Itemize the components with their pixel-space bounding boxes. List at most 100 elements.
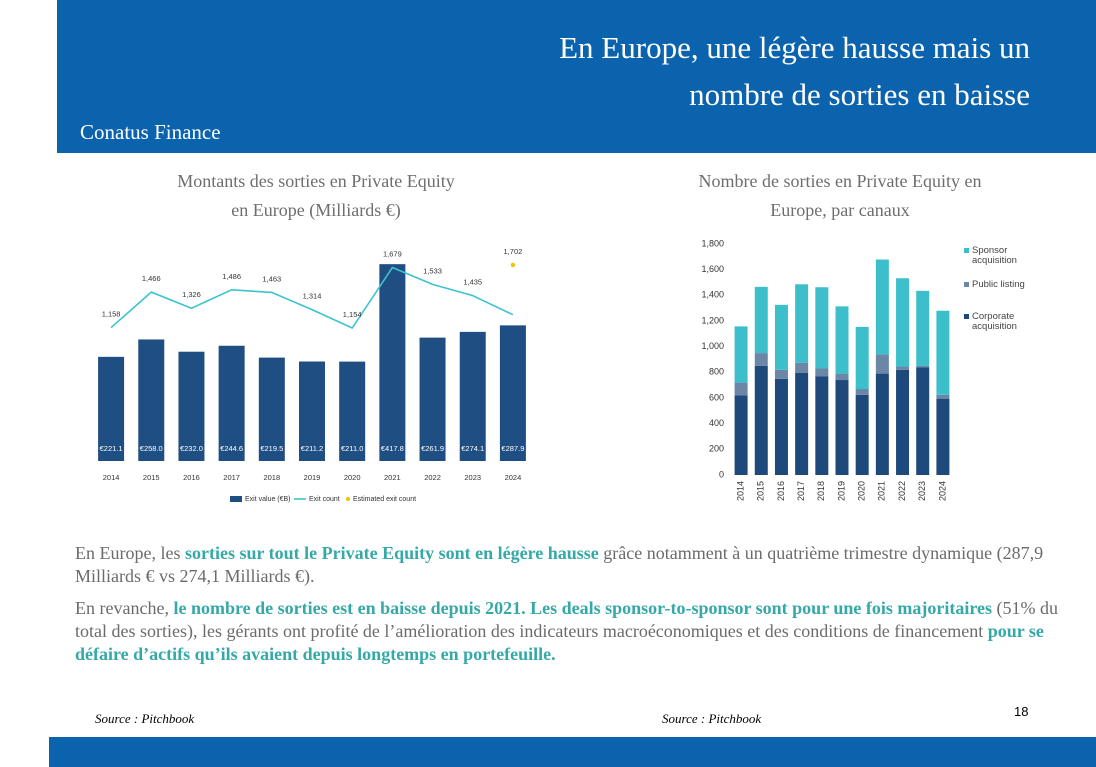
bar-segment <box>734 326 748 383</box>
bar-segment <box>835 373 849 381</box>
x-tick-label: 2021 <box>877 481 887 501</box>
y-tick-label: 1,800 <box>701 238 724 248</box>
bar <box>98 356 125 461</box>
text: En Europe, les <box>75 543 185 563</box>
line <box>110 266 514 330</box>
point-value-label: 1,702 <box>504 247 523 256</box>
y-tick-label: 1,600 <box>701 264 724 274</box>
slide-title: nombre de sorties en baisse <box>689 77 1030 112</box>
x-tick-label: 2017 <box>223 473 240 482</box>
bar-segment <box>875 373 889 475</box>
bar-segment <box>916 367 930 475</box>
bar-segment <box>855 326 869 390</box>
bar-segment <box>936 394 950 399</box>
bar-segment <box>875 354 889 374</box>
x-tick-label: 2017 <box>796 481 806 501</box>
text: En revanche, <box>75 598 174 618</box>
x-tick-label: 2014 <box>103 473 120 482</box>
bar-segment <box>916 290 930 366</box>
x-tick-label: 2023 <box>464 473 481 482</box>
bar-segment <box>835 306 849 374</box>
header-band <box>57 0 1096 153</box>
x-tick-label: 2019 <box>304 473 321 482</box>
y-tick-label: 600 <box>709 392 724 402</box>
y-tick-label: 200 <box>709 444 724 454</box>
highlight: le nombre de sorties est en baisse depui… <box>173 598 992 618</box>
x-tick-label: 2015 <box>756 481 766 501</box>
bar <box>499 325 526 461</box>
bar-segment <box>875 259 889 355</box>
legend-swatch <box>964 282 969 287</box>
x-tick-label: 2020 <box>344 473 361 482</box>
x-tick-label: 2014 <box>735 481 745 501</box>
bar-segment <box>916 365 930 368</box>
bar <box>218 345 245 461</box>
x-tick-label: 2024 <box>937 481 947 501</box>
source: Source : Pitchbook <box>95 711 195 726</box>
paragraph: En revanche, le nombre de sorties est en… <box>75 597 1065 666</box>
bar-segment <box>896 369 910 475</box>
bar-segment <box>774 304 788 370</box>
slide-title: En Europe, une légère hausse mais un <box>559 30 1030 65</box>
paragraph: En Europe, les sorties sur tout le Priva… <box>75 542 1065 588</box>
legend-label: Corporate acquisition <box>972 311 1017 332</box>
company-name: Conatus Finance <box>80 120 221 144</box>
bar-segment <box>815 287 829 369</box>
footer-band <box>49 737 1096 767</box>
point-value-label: 1,533 <box>423 266 442 275</box>
bar-segment <box>835 380 849 475</box>
bar-segment <box>734 382 748 396</box>
y-tick-label: 1,000 <box>701 341 724 351</box>
bar-segment <box>896 278 910 367</box>
bar-value-label: €211.2 <box>301 444 323 453</box>
point-value-label: 1,486 <box>222 272 241 281</box>
bar-value-label: €211.0 <box>341 444 363 453</box>
legend-label: Exit count <box>309 496 340 503</box>
bar <box>258 357 285 461</box>
point-value-label: 1,466 <box>142 274 161 283</box>
legend-swatch <box>346 497 350 501</box>
text: (51% du total des sorties), les gérants … <box>75 598 1058 641</box>
x-tick-label: 2016 <box>183 473 200 482</box>
bar <box>299 361 325 461</box>
point-value-label: 1,463 <box>262 274 281 283</box>
bar-value-label: €258.0 <box>140 444 163 453</box>
point-value-label: 1,314 <box>303 292 322 301</box>
legend-swatch <box>230 496 242 502</box>
point-value-label: 1,435 <box>463 278 482 287</box>
bar-value-label: €287.9 <box>501 444 524 453</box>
bar-value-label: €232.0 <box>180 444 203 453</box>
point-value-label: 1,326 <box>182 290 201 299</box>
point-value-label: 1,158 <box>102 310 121 319</box>
bar <box>178 351 205 461</box>
y-tick-label: 1,200 <box>701 315 724 325</box>
legend-swatch <box>964 314 969 319</box>
x-tick-label: 2022 <box>897 481 907 501</box>
bar-value-label: €244.6 <box>220 444 243 453</box>
bar-value-label: €219.5 <box>260 444 283 453</box>
x-tick-label: 2019 <box>836 481 846 501</box>
bar-segment <box>774 369 788 379</box>
bar-segment <box>774 378 788 475</box>
bar-segment <box>855 389 869 395</box>
point-value-label: 1,154 <box>343 310 362 319</box>
bar-value-label: €221.1 <box>100 444 123 453</box>
bar-segment <box>896 366 910 370</box>
point <box>510 262 516 268</box>
source: Source : Pitchbook <box>662 711 762 726</box>
x-tick-label: 2018 <box>816 481 826 501</box>
x-tick-label: 2021 <box>384 473 401 482</box>
chart-title: Nombre de sorties en Private Equity en <box>698 171 982 191</box>
bar-segment <box>936 310 950 395</box>
legend-label: Sponsor acquisition <box>972 245 1017 266</box>
page-number: 18 <box>1014 704 1029 719</box>
bar-segment <box>754 365 768 475</box>
bar <box>419 337 446 461</box>
y-tick-label: 0 <box>719 469 724 479</box>
legend-label: Estimated exit count <box>353 496 416 503</box>
y-tick-label: 1,400 <box>701 290 724 300</box>
chart-title: en Europe (Milliards €) <box>231 200 401 220</box>
y-tick-label: 800 <box>709 367 724 377</box>
bar-value-label: €274.1 <box>461 444 484 453</box>
